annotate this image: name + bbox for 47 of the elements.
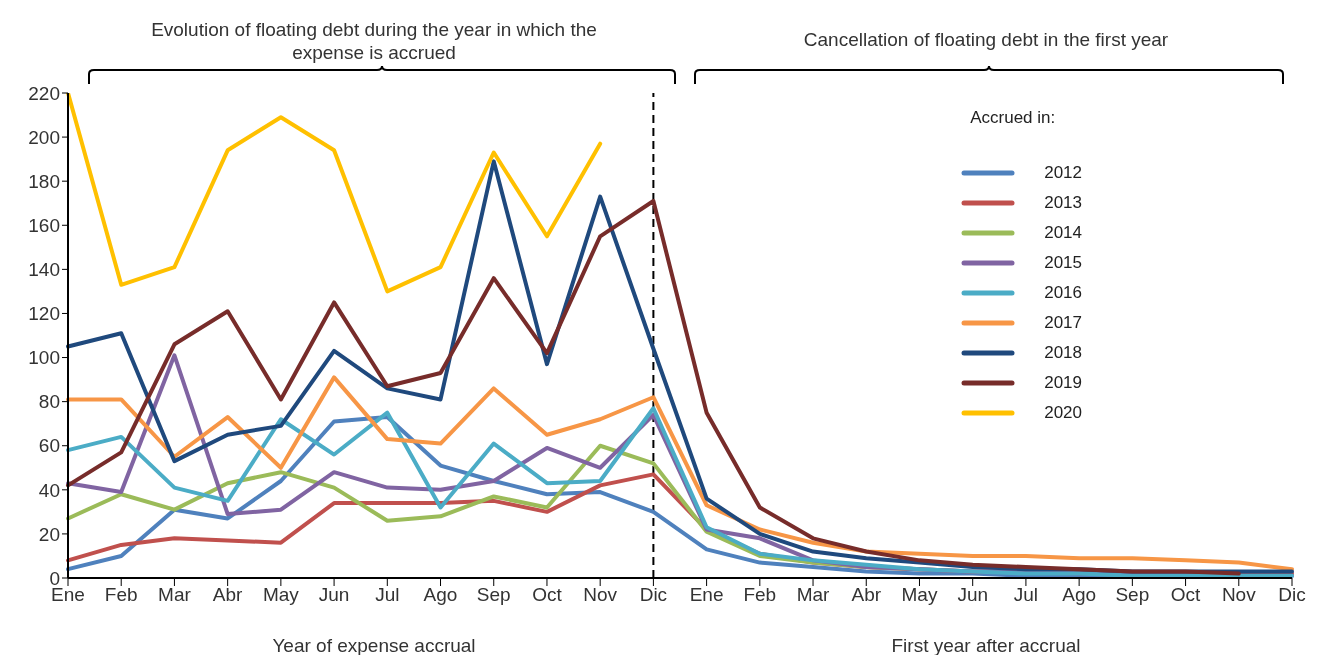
legend-label: 2020 <box>1044 403 1082 423</box>
text: Cancellation of floating debt in the first year <box>802 28 1170 51</box>
y-tick-label: 20 <box>38 523 60 545</box>
x-tick-label: Sep <box>1115 584 1150 606</box>
x-tick-label: Oct <box>532 584 563 606</box>
y-tick-label: 140 <box>28 259 60 281</box>
legend-label: 2012 <box>1044 163 1082 183</box>
x-tick-label: Ago <box>1062 584 1097 606</box>
x-tick-label: Dic <box>639 584 668 606</box>
legend-label: 2018 <box>1044 343 1082 363</box>
x-tick-label: May <box>901 584 938 606</box>
x-tick-label: Mar <box>158 584 192 606</box>
x-tick-label: Abr <box>851 584 882 606</box>
y-tick-label: 180 <box>28 170 60 192</box>
y-tick-label: 60 <box>38 435 60 457</box>
line-series <box>66 93 603 294</box>
y-tick-label: 80 <box>38 391 60 413</box>
x-tick-label: Nov <box>1221 584 1257 606</box>
y-tick-label: 120 <box>28 303 60 325</box>
legend-label: 2017 <box>1044 313 1082 333</box>
x-tick-label: Dic <box>1278 584 1306 606</box>
x-tick-label: May <box>262 584 300 606</box>
x-tick-label: Mar <box>796 584 831 606</box>
legend-label: 2014 <box>1044 223 1082 243</box>
x-tick-label: Feb <box>743 584 777 606</box>
legend-label: 2016 <box>1044 283 1082 303</box>
x-tick-label: Ago <box>423 584 458 606</box>
y-tick-label: 200 <box>28 126 60 148</box>
y-tick-label: 40 <box>38 479 60 501</box>
y-tick-label: 220 <box>28 82 60 104</box>
x-tick-label: Jun <box>318 584 350 606</box>
legend-label: 2013 <box>1044 193 1082 213</box>
x-tick-label: Jul <box>1013 584 1039 606</box>
x-tick-label: Ene <box>689 584 724 606</box>
y-tick-label: 160 <box>28 215 60 237</box>
x-tick-label: Abr <box>212 584 244 606</box>
x-tick-label: Jul <box>375 584 400 606</box>
legend-label: 2019 <box>1044 373 1082 393</box>
x-tick-label: Oct <box>1170 584 1202 606</box>
x-tick-label: Sep <box>476 584 511 606</box>
legend-title: Accrued in: <box>970 108 1057 128</box>
y-tick-label: 100 <box>28 347 60 369</box>
x-tick-label: Jun <box>957 584 989 606</box>
text: Evolution of floating debt during the year in which the expense is accrued <box>150 18 598 64</box>
x-tick-label: Feb <box>104 584 138 606</box>
x-tick-label: Nov <box>583 584 618 606</box>
legend-label: 2015 <box>1044 253 1082 273</box>
